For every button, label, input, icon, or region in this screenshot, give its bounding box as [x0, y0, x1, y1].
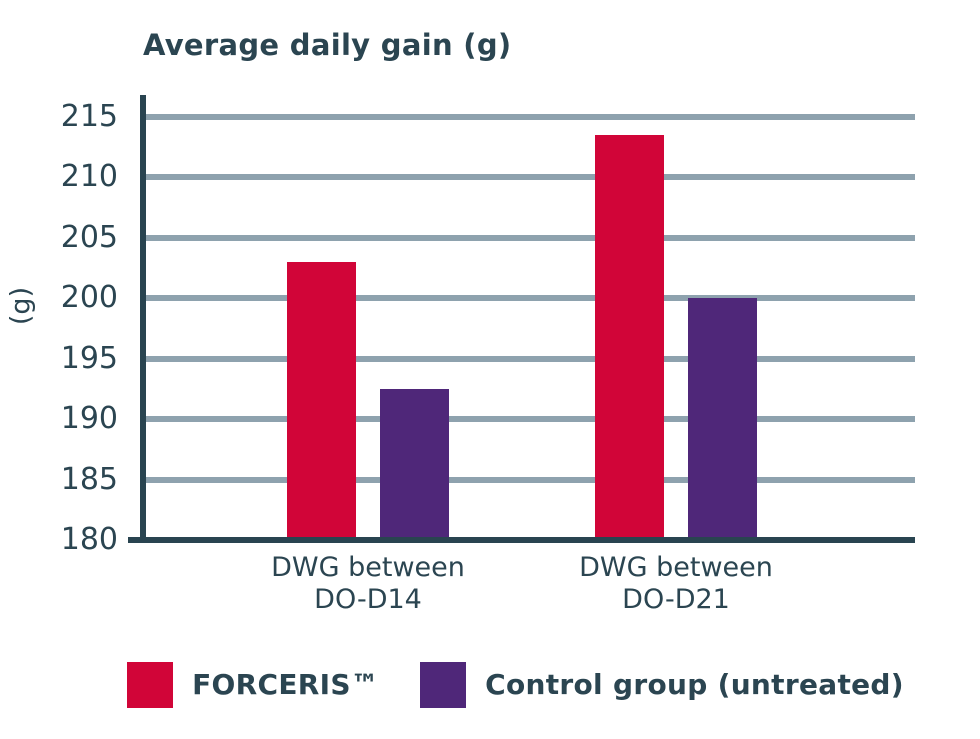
- y-tick-label: 195: [60, 340, 118, 376]
- y-tick-label: 180: [60, 522, 118, 557]
- x-category-label: DWG between DO-D14: [271, 552, 465, 615]
- x-axis-line: [128, 537, 915, 543]
- gridline: [140, 476, 915, 483]
- control-group-color-swatch: [420, 662, 466, 708]
- bar-control-group2: [688, 298, 757, 537]
- gridline: [140, 174, 915, 180]
- legend-item-control-group: Control group (untreated): [420, 662, 904, 708]
- gridline: [140, 355, 915, 362]
- bar-control-group1: [380, 388, 449, 537]
- bar-forceris-group2: [595, 134, 664, 537]
- forceris-legend-label: FORCERIS™: [192, 668, 380, 701]
- gridline: [140, 295, 915, 301]
- control-group-legend-label: Control group (untreated): [485, 668, 904, 701]
- legend-item-forceris: FORCERIS™: [127, 662, 379, 708]
- y-tick-label: 200: [60, 280, 118, 315]
- legend: FORCERIS™ Control group (untreated): [0, 662, 980, 708]
- y-tick-label: 215: [60, 98, 118, 134]
- y-tick-label: 185: [60, 461, 118, 497]
- gridline: [140, 416, 915, 422]
- gridline: [140, 113, 915, 120]
- y-tick-label: 190: [60, 401, 118, 436]
- x-category-label: DWG between DO-D21: [579, 552, 773, 615]
- gridline: [140, 234, 915, 241]
- y-axis-line: [140, 95, 146, 543]
- y-tick-label: 210: [60, 159, 118, 194]
- bar-forceris-group1: [287, 261, 356, 537]
- forceris-color-swatch: [127, 662, 173, 708]
- y-tick-label: 205: [60, 219, 118, 255]
- chart-title: Average daily gain (g): [143, 28, 512, 62]
